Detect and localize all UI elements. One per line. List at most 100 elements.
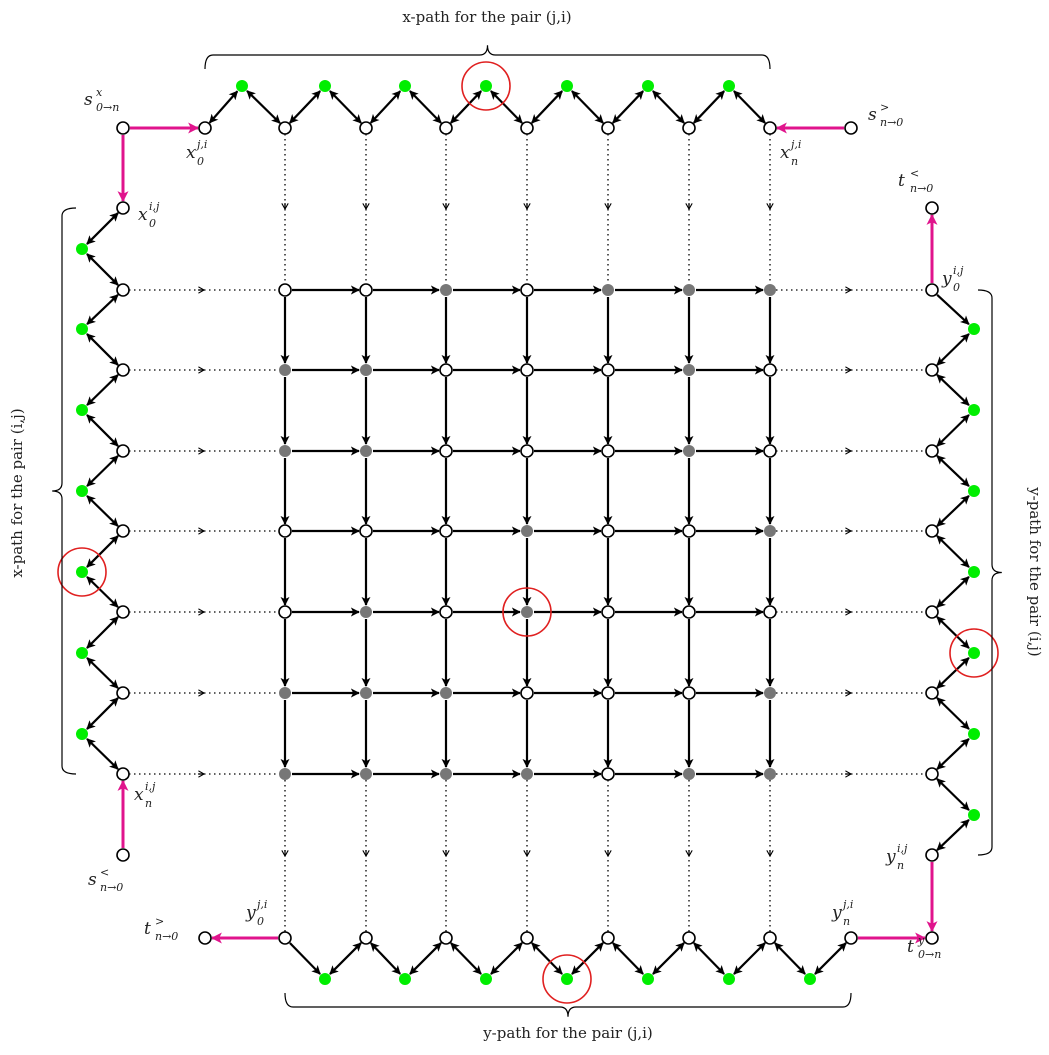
grid-node-0-3 — [520, 283, 534, 297]
top-path-edge-up-0 — [208, 90, 239, 124]
grid-node-3-6 — [764, 525, 776, 537]
svg-text:0: 0 — [257, 915, 264, 928]
grid-node-6-2 — [440, 768, 452, 780]
svg-text:y: y — [245, 903, 256, 923]
top-path-node-1 — [278, 121, 292, 135]
grid-node-4-6 — [763, 605, 777, 619]
top-path-green-node-6 — [723, 80, 735, 92]
left-path-green-node-3 — [76, 485, 88, 497]
svg-text:x: x — [96, 86, 103, 99]
label-s-gt: s > n→0 — [868, 101, 903, 129]
left-path-green-node-2 — [76, 404, 88, 416]
right-path-edge-b-1 — [936, 414, 970, 447]
grid-node-6-6 — [764, 768, 776, 780]
left-path-edge-a-0 — [86, 212, 119, 245]
svg-text:x: x — [780, 143, 790, 163]
grid-node-0-6 — [764, 284, 776, 296]
bottom-path-edge-down-3 — [531, 942, 563, 975]
grid-edges — [280, 285, 775, 779]
right-path-node-1 — [925, 363, 939, 377]
svg-text:n→0: n→0 — [100, 881, 123, 894]
top-path-node-5 — [601, 121, 615, 135]
svg-text:n: n — [791, 155, 798, 168]
node-s-lt — [116, 848, 130, 862]
grid-node-0-1 — [359, 283, 373, 297]
grid-node-2-1 — [360, 445, 372, 457]
top-path-edge-down-5 — [652, 90, 685, 124]
grid-node-4-1 — [360, 606, 372, 618]
grid-node-5-2 — [440, 687, 452, 699]
bottom-path-green-node-2 — [480, 973, 492, 985]
left-path-edge-a-4 — [86, 535, 119, 568]
grid-node-1-4 — [601, 363, 615, 377]
highlight-circles — [57, 61, 999, 1004]
left-path-node-2 — [116, 363, 130, 377]
svg-text:j,i: j,i — [788, 138, 801, 151]
grid-node-4-3 — [521, 606, 533, 618]
top-path-edge-up-1 — [289, 90, 321, 124]
label-xn-ji: x j,i n — [780, 138, 801, 168]
left-path-node-0 — [116, 201, 130, 215]
highlight-bottom — [542, 954, 592, 1004]
highlight-top — [461, 61, 511, 111]
left-path-edge-a-2 — [86, 374, 119, 406]
right-path-node-3 — [925, 524, 939, 538]
terminal-arrows — [117, 122, 938, 944]
left-path-edge-a-5 — [86, 616, 119, 649]
left-path-node-4 — [116, 524, 130, 538]
grid-node-3-3 — [521, 525, 533, 537]
grid-node-0-4 — [602, 284, 614, 296]
top-path-edge-down-0 — [246, 90, 281, 124]
svg-text:i,j: i,j — [145, 780, 156, 793]
svg-text:0→n: 0→n — [96, 101, 119, 114]
left-path-edge-a-3 — [86, 455, 119, 487]
top-path-green-node-4 — [561, 80, 573, 92]
nodes — [76, 80, 980, 985]
svg-text:y: y — [941, 269, 952, 289]
bottom-path-node-2 — [439, 931, 453, 945]
right-path-green-node-6 — [968, 809, 980, 821]
bottom-path-edge-down-6 — [774, 942, 806, 975]
top-path-edge-down-2 — [409, 90, 442, 124]
grid-node-4-4 — [601, 605, 615, 619]
bottom-path-node-3 — [520, 931, 534, 945]
svg-text:i,j: i,j — [953, 264, 964, 277]
svg-text:x: x — [138, 205, 148, 225]
right-path-edge-b-0 — [936, 333, 970, 366]
svg-text:j,i: j,i — [194, 138, 207, 151]
left-path-green-node-1 — [76, 323, 88, 335]
svg-text:s: s — [84, 90, 93, 110]
top-path-edge-up-6 — [693, 90, 725, 124]
left-path-node-3 — [116, 444, 130, 458]
highlight-left — [57, 547, 107, 597]
left-path-green-node-4 — [76, 566, 88, 578]
label-t-y: t y 0→n — [907, 934, 941, 961]
grid-node-2-4 — [601, 444, 615, 458]
right-path-green-node-5 — [968, 728, 980, 740]
svg-text:y: y — [885, 847, 896, 867]
caption-right: y-path for the pair (i,j) — [1026, 486, 1044, 657]
top-path-edge-down-1 — [329, 90, 362, 124]
right-path-green-node-4 — [968, 647, 980, 659]
right-path-edge-b-2 — [936, 495, 970, 527]
svg-text:s: s — [88, 870, 97, 890]
bottom-path-node-6 — [763, 931, 777, 945]
svg-text:0: 0 — [197, 155, 204, 168]
bottom-path-green-node-0 — [319, 973, 331, 985]
right-path-edge-a-3 — [936, 535, 970, 568]
grid-node-5-5 — [682, 686, 696, 700]
bottom-path-edge-up-3 — [571, 942, 604, 975]
left-path-edge-b-2 — [86, 414, 119, 447]
grid-node-2-0 — [279, 445, 291, 457]
right-path-edge-a-0 — [936, 293, 970, 326]
label-x0-ij: x i,j 0 — [138, 200, 160, 230]
right-path-green-node-0 — [968, 323, 980, 335]
top-path-node-0 — [198, 121, 212, 135]
grid-node-5-6 — [764, 687, 776, 699]
grid-node-1-3 — [520, 363, 534, 377]
bottom-path-green-node-1 — [399, 973, 411, 985]
brace-left — [52, 207, 77, 775]
grid-node-2-3 — [520, 444, 534, 458]
braces — [52, 45, 1002, 1017]
right-path-edge-a-6 — [936, 778, 970, 811]
